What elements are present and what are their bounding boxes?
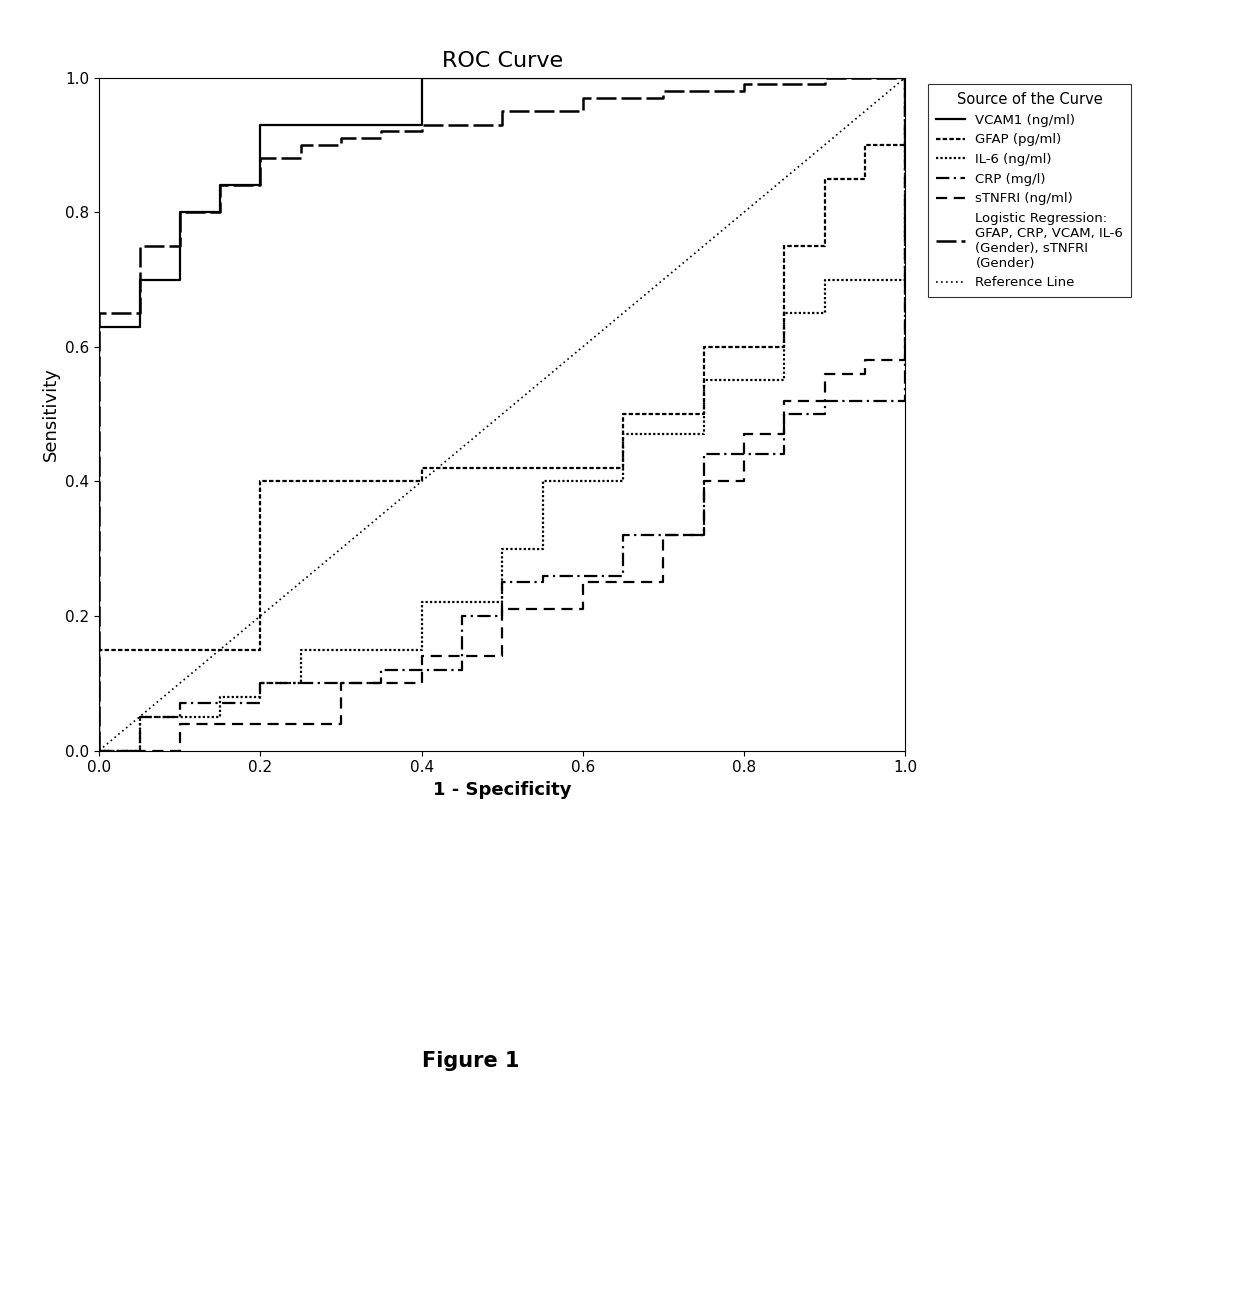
Text: Figure 1: Figure 1: [423, 1051, 520, 1071]
X-axis label: 1 - Specificity: 1 - Specificity: [433, 780, 572, 798]
Title: ROC Curve: ROC Curve: [441, 50, 563, 71]
Y-axis label: Sensitivity: Sensitivity: [42, 367, 60, 461]
Legend: VCAM1 (ng/ml), GFAP (pg/ml), IL-6 (ng/ml), CRP (mg/l), sTNFRI (ng/ml), Logistic : VCAM1 (ng/ml), GFAP (pg/ml), IL-6 (ng/ml…: [928, 84, 1131, 298]
